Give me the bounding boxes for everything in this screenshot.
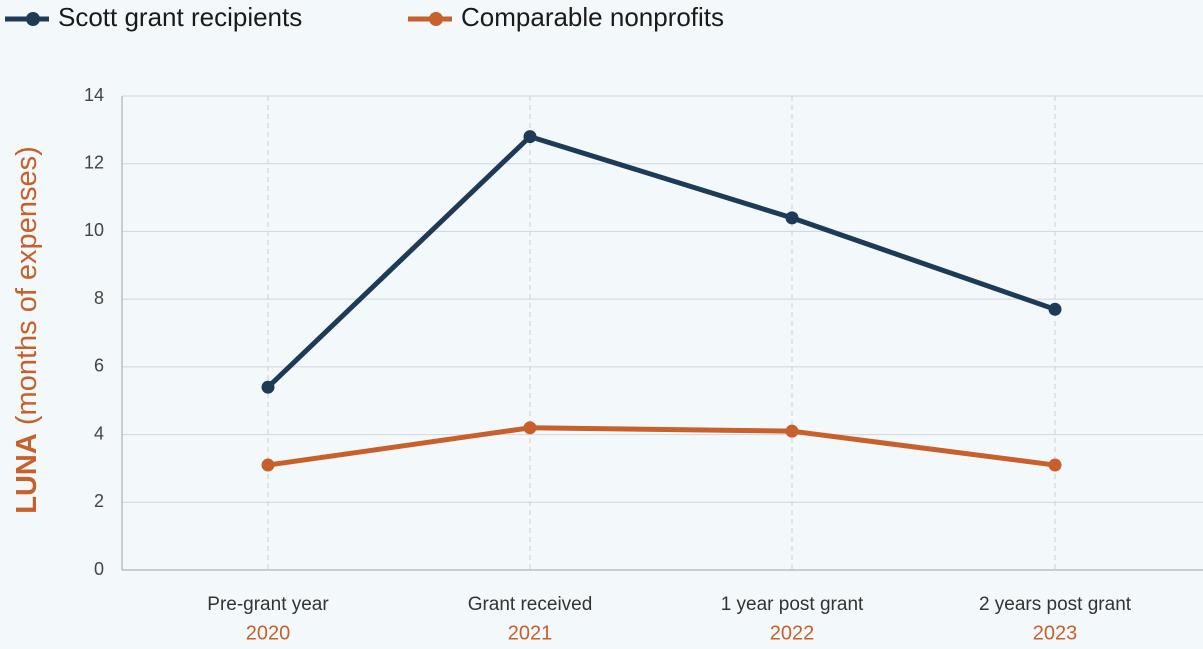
data-point <box>1048 302 1062 316</box>
legend-swatch-marker <box>429 12 443 26</box>
series-line <box>267 425 1056 468</box>
y-tick-label: 0 <box>94 559 104 579</box>
x-tick-year: 2022 <box>770 622 815 644</box>
x-tick-label: 1 year post grant <box>721 594 864 615</box>
x-tick-label: Grant received <box>468 594 593 615</box>
x-tick-label: 2 years post grant <box>979 594 1132 615</box>
y-tick-label: 14 <box>84 85 104 105</box>
y-tick-label: 12 <box>84 152 104 172</box>
y-label-text: (months of expenses) <box>11 146 43 425</box>
data-point <box>523 130 537 144</box>
y-tick-label: 8 <box>94 288 104 308</box>
legend-label: Comparable nonprofits <box>461 2 724 32</box>
data-point <box>523 421 537 435</box>
data-point <box>261 458 275 472</box>
legend-swatch-marker <box>26 12 40 26</box>
data-point <box>785 424 799 438</box>
y-tick-label: 2 <box>94 491 104 511</box>
x-tick-year: 2021 <box>508 622 553 644</box>
x-tick-label: Pre-grant year <box>207 594 329 615</box>
y-tick-label: 4 <box>94 423 104 443</box>
series-line <box>266 134 1056 389</box>
data-point <box>785 211 799 225</box>
data-point <box>261 380 275 394</box>
x-tick-year: 2020 <box>246 622 291 644</box>
y-label-emphasis: LUNA <box>11 433 43 514</box>
y-tick-label: 10 <box>84 220 104 240</box>
data-point <box>1048 458 1062 472</box>
x-tick-year: 2023 <box>1033 622 1078 644</box>
legend-label: Scott grant recipients <box>58 2 302 32</box>
y-axis-label: LUNA (months of expenses) <box>11 146 43 513</box>
y-tick-label: 6 <box>94 356 104 376</box>
